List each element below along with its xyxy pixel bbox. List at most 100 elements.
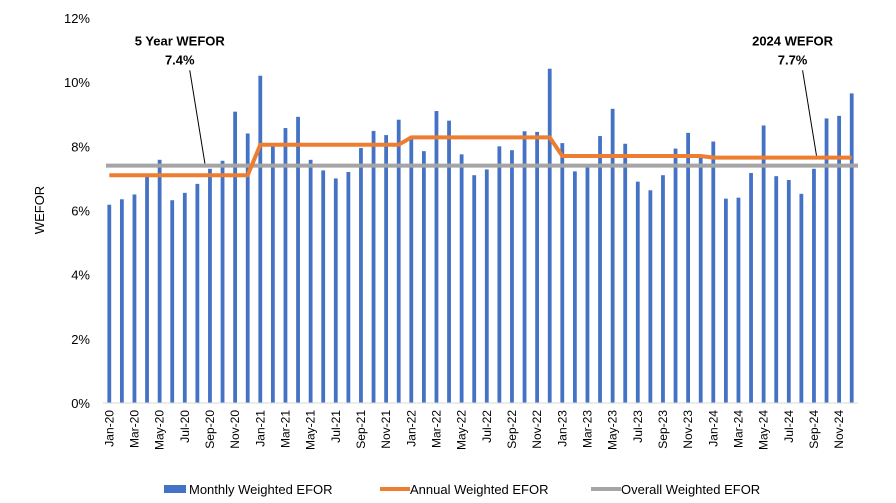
x-tick-label: Nov-23	[681, 410, 695, 449]
bar	[245, 133, 250, 403]
x-tick-label: Sep-23	[656, 410, 670, 449]
bar	[107, 204, 112, 403]
annual-weighted-efor-line	[109, 135, 852, 178]
x-tick-label: Nov-22	[530, 410, 544, 449]
x-tick-label: Jul-24	[782, 410, 796, 443]
y-tick-label: 8%	[71, 139, 90, 154]
annotation-title: 5 Year WEFOR	[135, 33, 226, 48]
bar	[421, 151, 426, 403]
bar	[484, 169, 489, 403]
x-tick-label: May-21	[304, 410, 318, 450]
line-series-group	[106, 135, 858, 178]
bar	[686, 132, 691, 403]
bar	[182, 192, 187, 403]
annotations: 5 Year WEFOR 7.4% 2024 WEFOR 7.7%	[135, 33, 834, 164]
bar	[635, 181, 640, 403]
x-tick-label: Sep-22	[505, 410, 519, 449]
annotation-leader-line	[802, 70, 817, 156]
annotation-value: 7.4%	[165, 52, 195, 67]
annotation-title: 2024 WEFOR	[752, 33, 834, 48]
bar	[849, 93, 854, 403]
y-axis-title: WEFOR	[32, 186, 47, 234]
bar	[761, 125, 766, 404]
bar	[837, 115, 842, 404]
y-tick-label: 4%	[71, 268, 90, 283]
x-tick-label: Sep-21	[354, 410, 368, 449]
bar	[698, 157, 703, 403]
x-tick-label: Nov-21	[379, 410, 393, 449]
bar	[396, 119, 401, 404]
bar	[711, 141, 716, 404]
bar	[371, 130, 376, 403]
x-tick-label: May-24	[757, 410, 771, 450]
y-tick-label: 0%	[71, 396, 90, 411]
bar	[774, 176, 779, 403]
bar	[472, 175, 477, 403]
bar	[220, 160, 225, 403]
x-tick-label: Jan-24	[706, 410, 720, 447]
legend-label-annual: Annual Weighted EFOR	[410, 482, 549, 497]
bar	[434, 111, 439, 404]
x-tick-label: May-22	[455, 410, 469, 450]
y-tick-label: 6%	[71, 204, 90, 219]
bar	[195, 183, 200, 403]
x-tick-label: Jul-23	[631, 410, 645, 443]
x-tick-label: Mar-23	[580, 410, 594, 448]
bar	[447, 120, 451, 404]
bar	[359, 147, 363, 403]
bar	[233, 111, 238, 403]
bar	[346, 172, 351, 403]
x-tick-label: Mar-20	[127, 410, 141, 448]
bar	[560, 143, 565, 403]
bar	[409, 138, 414, 403]
annotation-leader-line	[189, 70, 206, 164]
bar	[623, 143, 628, 403]
y-tick-labels: 0% 2% 4% 6% 8% 10% 12%	[64, 11, 90, 411]
bar	[598, 136, 602, 404]
bar	[283, 128, 288, 403]
bar	[535, 131, 540, 404]
x-tick-label: May-23	[606, 410, 620, 450]
bar	[270, 144, 275, 403]
annotation-value: 7.7%	[778, 52, 808, 67]
bar	[812, 168, 816, 403]
y-tick-label: 12%	[64, 11, 90, 26]
bar	[585, 164, 590, 403]
bar	[648, 190, 653, 403]
bar	[258, 75, 263, 403]
bar	[145, 176, 149, 403]
y-axis-label: WEFOR	[32, 186, 47, 234]
bar	[749, 172, 753, 403]
bar	[321, 170, 326, 403]
x-tick-label: Mar-21	[278, 410, 292, 448]
x-tick-labels: Jan-20 Mar-20 May-20 Jul-20 Sep-20 Nov-20 Jan-…	[102, 410, 846, 450]
bar	[296, 116, 300, 404]
x-tick-label: Jul-20	[178, 410, 192, 443]
bar	[170, 200, 175, 403]
bar	[824, 118, 829, 403]
x-tick-label: May-20	[153, 410, 167, 450]
legend-label-monthly: Monthly Weighted EFOR	[189, 482, 333, 497]
bar	[119, 199, 124, 403]
bar	[799, 193, 804, 403]
x-tick-label: Jan-20	[102, 410, 116, 447]
x-tick-label: Mar-24	[731, 410, 745, 448]
bar	[333, 178, 338, 403]
bar-series-monthly-weighted-efor	[107, 68, 854, 404]
x-tick-label: Jan-22	[404, 410, 418, 447]
x-tick-label: Jul-21	[329, 410, 343, 443]
legend-label-overall: Overall Weighted EFOR	[621, 482, 760, 497]
bar	[572, 171, 577, 403]
y-tick-label: 10%	[64, 75, 90, 90]
bar	[522, 131, 527, 404]
x-tick-label: Sep-24	[807, 410, 821, 449]
legend-swatch-monthly	[164, 485, 186, 493]
bar	[786, 180, 791, 403]
x-tick-label: Mar-22	[429, 410, 443, 448]
legend: Monthly Weighted EFOR Annual Weighted EFO…	[164, 482, 760, 497]
bar	[547, 68, 552, 404]
x-tick-label: Nov-24	[832, 410, 846, 449]
bar	[308, 159, 313, 403]
x-tick-label: Jul-22	[480, 410, 494, 443]
